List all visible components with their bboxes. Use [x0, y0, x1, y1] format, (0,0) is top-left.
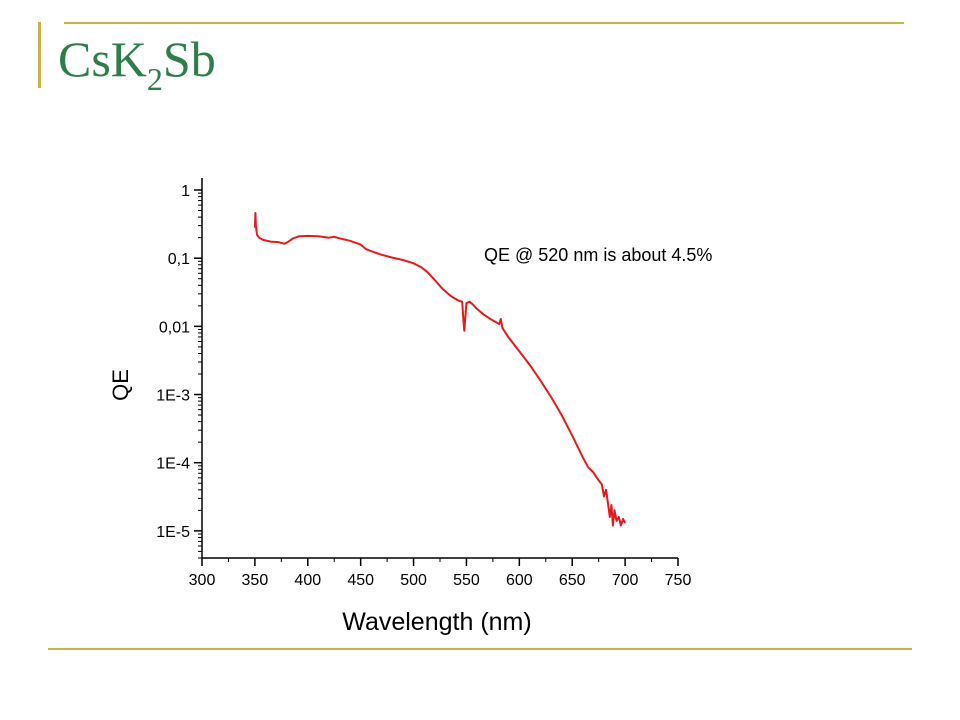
- x-tick-label: 400: [294, 572, 321, 589]
- y-major-ticks: 1 0,1 0,01 1E-3 1E-4 1E-5: [156, 183, 202, 541]
- x-tick-label: 350: [242, 572, 269, 589]
- x-tick-label: 650: [559, 572, 586, 589]
- bottom-accent-line: [48, 648, 912, 650]
- y-minor-ticks: [198, 192, 202, 559]
- x-tick-label: 500: [400, 572, 427, 589]
- chart-annotation: QE @ 520 nm is about 4.5%: [484, 245, 712, 265]
- y-tick-label: 1E-4: [156, 456, 190, 473]
- x-ticks: 300 350 400 450 500 550 600 650 700 750: [189, 558, 692, 589]
- left-accent-bar: [38, 22, 41, 88]
- title-end: Sb: [162, 31, 216, 87]
- title-main: CsK: [58, 31, 147, 87]
- series-line-qe: [253, 212, 626, 527]
- chart-axes: 1 0,1 0,01 1E-3 1E-4 1E-5 300 350 400 450 500 550 6…: [156, 178, 691, 589]
- x-tick-label: 600: [506, 572, 533, 589]
- top-accent-line: [64, 22, 904, 24]
- x-tick-label: 750: [665, 572, 692, 589]
- x-axis-label: Wavelength (nm): [342, 608, 531, 636]
- title-subscript: 2: [146, 61, 163, 97]
- y-tick-label: 0,01: [159, 319, 190, 336]
- y-tick-label: 1E-5: [156, 524, 190, 541]
- x-tick-label: 300: [189, 572, 216, 589]
- y-tick-label: 0,1: [168, 251, 190, 268]
- slide-title: CsK2Sb: [58, 31, 216, 95]
- y-axis-label: QE: [108, 369, 133, 401]
- y-tick-label: 1E-3: [156, 388, 190, 405]
- x-tick-label: 550: [453, 572, 480, 589]
- x-tick-label: 450: [347, 572, 374, 589]
- y-tick-label: 1: [181, 183, 190, 200]
- x-tick-label: 700: [612, 572, 639, 589]
